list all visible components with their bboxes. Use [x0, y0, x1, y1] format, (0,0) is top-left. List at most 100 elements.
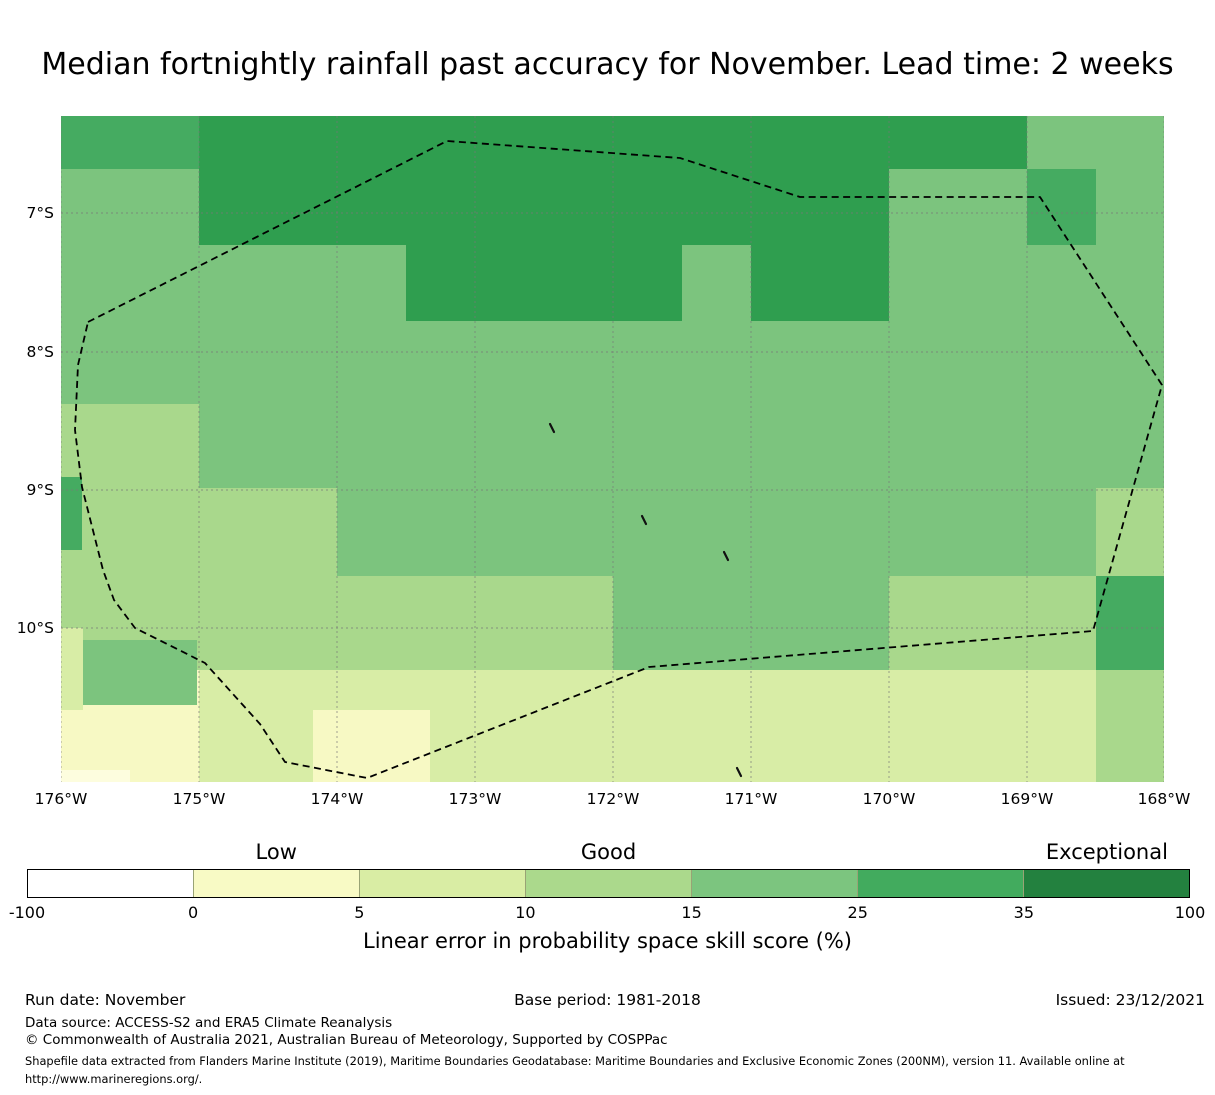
map-cell	[613, 670, 682, 770]
map-cell	[613, 488, 682, 576]
map-cell	[130, 321, 199, 404]
map-cell	[958, 321, 1027, 404]
island-markers	[548, 422, 743, 778]
map-cell	[751, 404, 820, 488]
eez-boundary-path	[74, 140, 1163, 779]
map-cell	[682, 770, 751, 782]
map-cell	[337, 116, 406, 169]
map-plot	[61, 116, 1164, 782]
copyright-label: © Commonwealth of Australia 2021, Austra…	[25, 1032, 668, 1048]
map-cell	[958, 770, 1027, 782]
map-cell	[682, 321, 751, 404]
map-cell-patch	[61, 628, 83, 710]
map-cell	[820, 169, 889, 245]
map-cell	[268, 404, 337, 488]
map-cell	[682, 245, 751, 321]
map-cell	[889, 670, 958, 770]
issued-date-label: Issued: 23/12/2021	[1055, 991, 1205, 1009]
map-cell	[199, 116, 268, 169]
colorbar-category-label: Good	[580, 840, 637, 864]
map-cell	[1096, 169, 1164, 245]
lat-tick-label: 7°S	[26, 204, 54, 222]
map-cell	[337, 321, 406, 404]
island-marker	[735, 766, 743, 778]
map-cell	[61, 404, 130, 488]
map-cell	[820, 321, 889, 404]
colorbar-tick-label: -100	[8, 903, 46, 922]
map-cell	[889, 245, 958, 321]
base-period-label: Base period: 1981-2018	[514, 991, 701, 1009]
map-cell	[406, 404, 475, 488]
map-cell	[751, 245, 820, 321]
chart-title: Median fortnightly rainfall past accurac…	[41, 47, 1174, 82]
rainfall-accuracy-heatmap	[61, 116, 1164, 782]
map-cell	[544, 116, 613, 169]
map-cell	[1096, 116, 1164, 169]
map-cell	[682, 670, 751, 770]
run-date-label: Run date: November	[25, 991, 186, 1009]
heatmap-cells	[61, 116, 1164, 782]
map-cell	[199, 670, 268, 770]
map-cell	[889, 321, 958, 404]
colorbar-tick-label: 5	[354, 903, 365, 922]
colorbar-tick-label: 35	[1013, 903, 1035, 922]
map-cell	[820, 404, 889, 488]
lat-tick-label: 8°S	[26, 343, 54, 361]
map-cell	[613, 404, 682, 488]
map-cell	[406, 488, 475, 576]
map-cell	[268, 116, 337, 169]
lat-tick-label: 9°S	[26, 481, 54, 499]
colorbar-category-labels: Low Good Exceptional	[27, 840, 1190, 866]
map-cell	[889, 770, 958, 782]
map-cell	[889, 576, 958, 670]
map-cell	[889, 116, 958, 169]
map-cell	[1027, 404, 1096, 488]
map-cell	[268, 488, 337, 576]
map-cell	[820, 245, 889, 321]
map-cell	[1027, 488, 1096, 576]
lon-tick-label: 175°W	[172, 790, 226, 808]
map-cell	[199, 770, 268, 782]
map-cell	[406, 169, 475, 245]
map-cell	[406, 321, 475, 404]
map-cell	[751, 576, 820, 670]
colorbar-tick-label: 10	[515, 903, 536, 922]
map-cell-patch	[83, 640, 197, 705]
map-cell	[544, 488, 613, 576]
map-cell	[1027, 169, 1096, 245]
lon-tick-label: 169°W	[1000, 790, 1054, 808]
lon-tick-label: 174°W	[310, 790, 364, 808]
map-cell	[61, 321, 130, 404]
map-cell	[406, 576, 475, 670]
map-cell	[613, 770, 682, 782]
map-cell	[613, 116, 682, 169]
island-marker	[722, 550, 730, 562]
map-cell	[613, 245, 682, 321]
map-cell	[475, 169, 544, 245]
map-cell	[1027, 576, 1096, 670]
map-cell	[1027, 116, 1096, 169]
map-cell	[475, 576, 544, 670]
map-cell	[199, 321, 268, 404]
colorbar-category-label: Low	[255, 840, 297, 864]
colorbar-segment	[691, 870, 857, 897]
island-marker	[548, 422, 556, 434]
map-cell	[1027, 770, 1096, 782]
map-cell	[268, 321, 337, 404]
map-cell	[130, 169, 199, 245]
map-cell	[1027, 245, 1096, 321]
map-cell	[820, 488, 889, 576]
map-cell	[751, 116, 820, 169]
map-cell	[958, 488, 1027, 576]
colorbar-axis-label: Linear error in probability space skill …	[363, 929, 852, 953]
colorbar-segment	[193, 870, 359, 897]
map-cell	[61, 245, 130, 321]
map-cell	[130, 116, 199, 169]
map-cell	[61, 169, 130, 245]
data-source-label: Data source: ACCESS-S2 and ERA5 Climate …	[25, 1015, 393, 1031]
colorbar-segment	[1023, 870, 1189, 897]
map-cell	[613, 576, 682, 670]
map-cell	[820, 116, 889, 169]
map-cell	[199, 169, 268, 245]
map-cell	[61, 116, 130, 169]
